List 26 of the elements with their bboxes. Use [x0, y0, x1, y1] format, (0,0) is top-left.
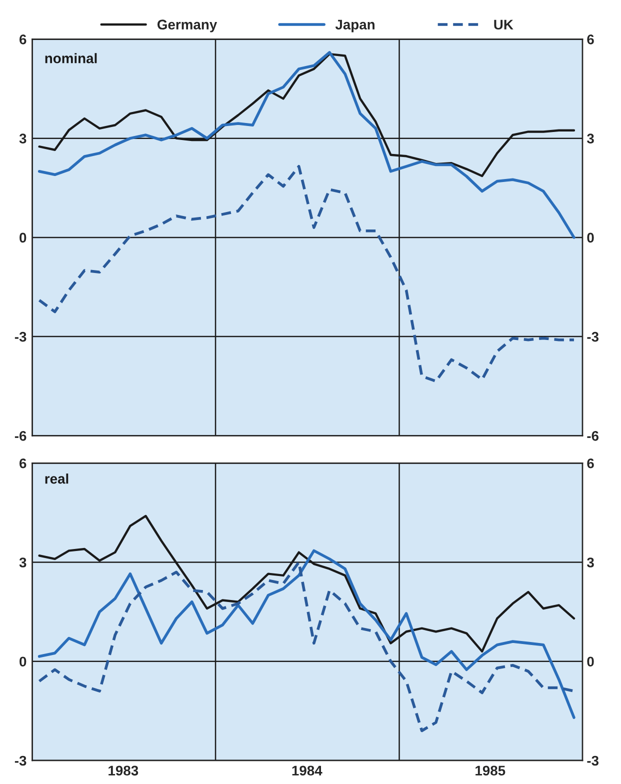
- y2-tick-label: -6: [587, 431, 599, 441]
- y-tick-label: 0: [20, 656, 26, 667]
- y2-tick-label: 3: [586, 558, 594, 568]
- y2-tick-label: 0: [587, 232, 594, 243]
- y2-tick-label: 6: [587, 34, 594, 44]
- y2-tick-label: 3: [586, 134, 594, 144]
- y-tick-label: -3: [14, 756, 26, 766]
- y2-tick-label: -3: [587, 332, 599, 342]
- y-tick-label: 3: [19, 134, 26, 144]
- legend-label: Japan: [335, 20, 374, 32]
- y-tick-label: 3: [19, 558, 26, 568]
- y2-tick-label: -3: [587, 756, 599, 766]
- y2-tick-label: 6: [587, 458, 594, 468]
- y2-tick-label: 0: [587, 656, 594, 667]
- y-tick-label: 6: [20, 458, 26, 468]
- text: nominal: [45, 53, 97, 64]
- y-tick-label: 0: [20, 232, 26, 243]
- y-tick-label: -6: [14, 431, 26, 441]
- x-tick-label: 1983: [108, 766, 138, 776]
- text: real: [45, 474, 68, 484]
- x-tick-label: 1984: [292, 766, 322, 776]
- y-tick-label: 6: [20, 34, 26, 44]
- legend-label: Germany: [157, 20, 218, 32]
- legend-label: UK: [494, 20, 514, 30]
- y-tick-label: -3: [14, 332, 26, 342]
- x-tick-label: 1985: [476, 766, 506, 776]
